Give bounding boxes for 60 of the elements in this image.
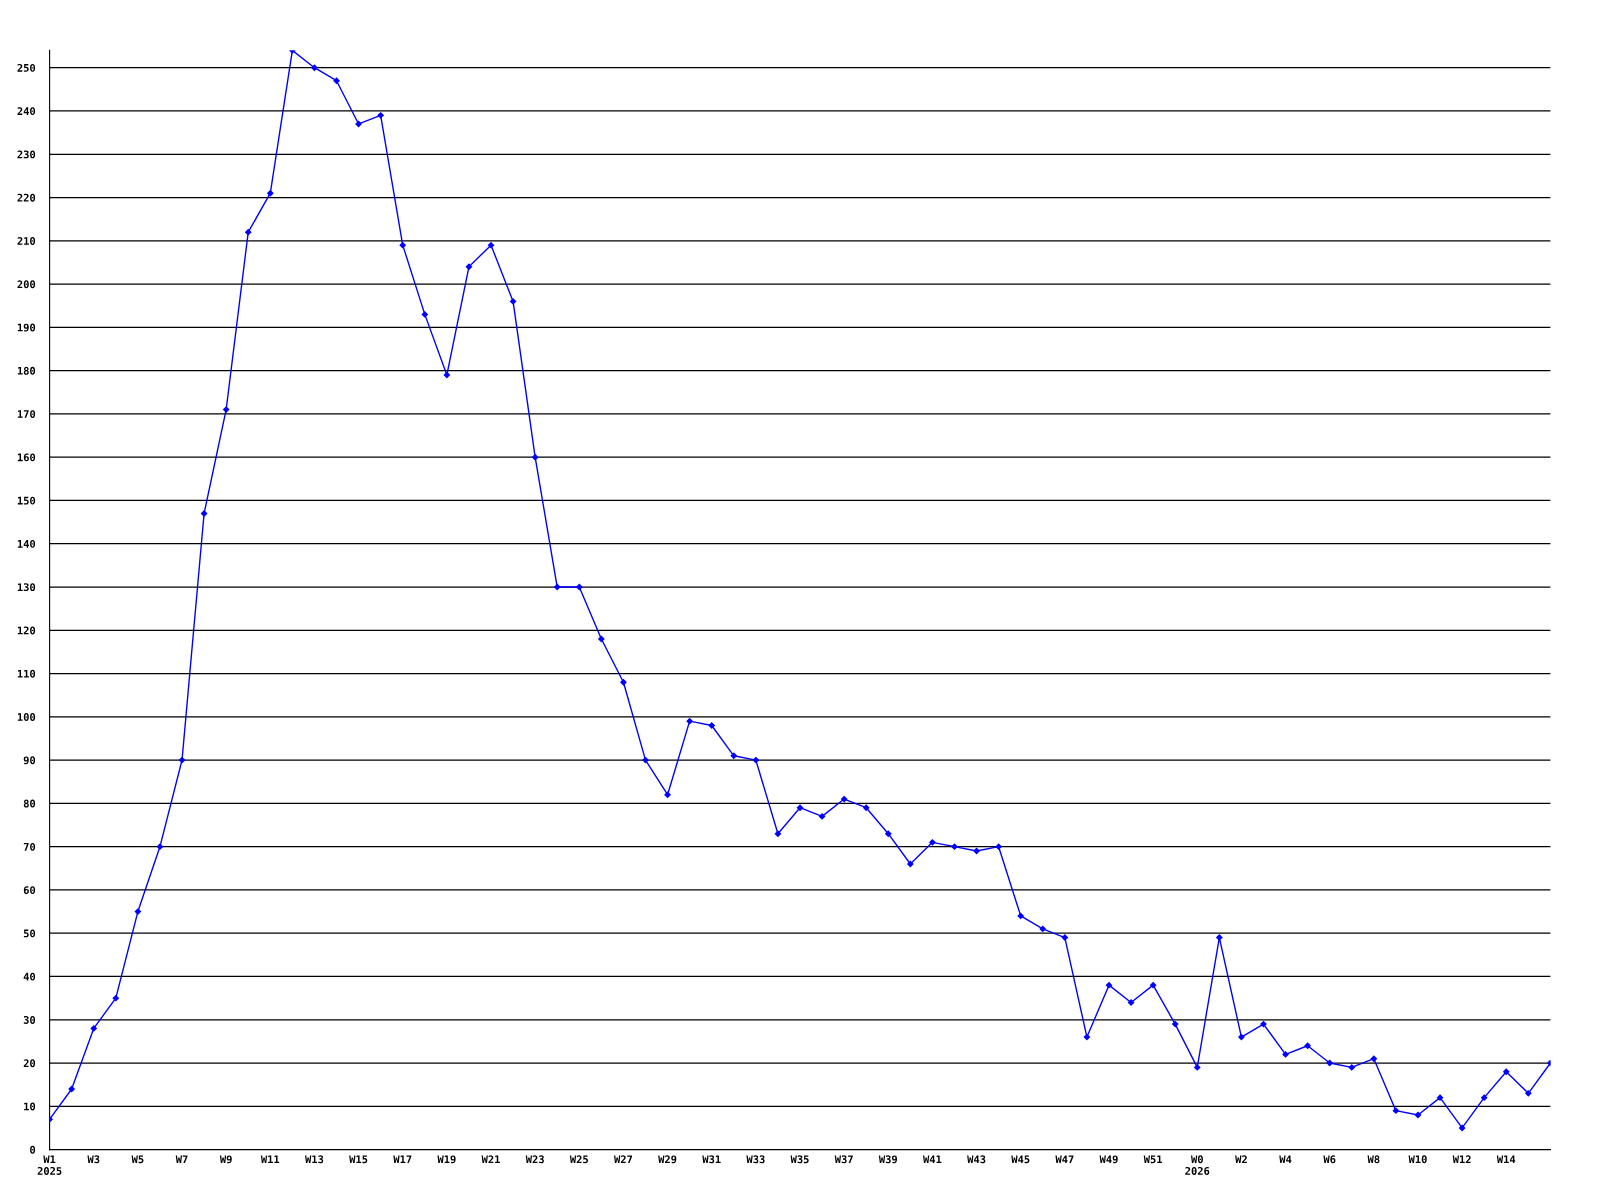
x-tick-label: W14 — [1496, 1155, 1516, 1164]
x-tick-label: W45 — [1011, 1155, 1030, 1164]
y-tick-label: 70 — [23, 842, 36, 851]
y-tick-label: 30 — [23, 1016, 36, 1024]
x-tick-label: W7 — [175, 1155, 188, 1164]
x-tick-label: W25 — [569, 1155, 588, 1164]
y-tick-label: 140 — [17, 539, 36, 548]
x-tick-label: W15 — [349, 1155, 368, 1164]
x-tick-label: W43 — [967, 1155, 986, 1164]
y-tick-label: 90 — [23, 756, 36, 765]
y-tick-label: 10 — [24, 1102, 36, 1111]
x-tick-label: W13 — [305, 1155, 324, 1164]
y-tick-label: 200 — [17, 280, 36, 289]
x-tick-label: W4 — [1279, 1155, 1292, 1164]
x-tick-label: W10 — [1408, 1155, 1427, 1164]
y-tick-label: 130 — [17, 583, 36, 592]
y-tick-label: 160 — [17, 453, 36, 462]
y-tick-label: 0 — [30, 1145, 36, 1154]
x-tick-label: W27 — [614, 1155, 633, 1164]
x-tick-label: W8 — [1367, 1155, 1380, 1164]
y-tick-label: 190 — [17, 323, 36, 332]
y-tick-label: 60 — [23, 886, 36, 895]
y-tick-label: 230 — [17, 150, 36, 159]
x-tick-label: W37 — [834, 1155, 853, 1164]
x-tick-label: W39 — [878, 1155, 898, 1164]
y-tick-label: 110 — [17, 669, 36, 678]
x-tick-label: W5 — [131, 1155, 144, 1164]
x-tick-label: W12 — [1452, 1155, 1471, 1164]
y-tick-label: 180 — [17, 366, 36, 375]
x-tick-label: W23 — [525, 1155, 544, 1164]
x-tick-label: W49 — [1099, 1155, 1118, 1164]
y-tick-label: 20 — [23, 1059, 36, 1068]
x-tick-label: W41 — [923, 1155, 942, 1164]
x-tick-label: W33 — [746, 1155, 765, 1164]
x-tick-label: W17 — [393, 1155, 412, 1164]
x-tick-label: W1 2025 — [37, 1155, 62, 1175]
x-tick-label: W3 — [87, 1155, 100, 1164]
x-tick-label: W19 — [437, 1155, 456, 1164]
y-tick-label: 120 — [17, 626, 36, 635]
y-tick-label: 100 — [17, 713, 36, 721]
x-tick-label: W47 — [1055, 1155, 1074, 1164]
y-tick-label: 150 — [17, 496, 36, 505]
y-tick-label: 40 — [23, 972, 36, 981]
x-tick-label: W9 — [219, 1155, 232, 1164]
x-tick-label: W11 — [260, 1155, 280, 1164]
x-tick-label: W2 — [1235, 1155, 1247, 1164]
y-tick-label: 220 — [17, 193, 36, 202]
x-tick-label: W21 — [481, 1155, 500, 1164]
x-tick-label: W0 2026 — [1185, 1155, 1210, 1175]
y-tick-label: 50 — [23, 929, 36, 938]
x-tick-label: W35 — [790, 1155, 809, 1164]
y-tick-label: 240 — [17, 107, 36, 116]
x-tick-label: W51 — [1143, 1155, 1163, 1164]
x-tick-label: W6 — [1323, 1155, 1336, 1164]
x-tick-label: W31 — [702, 1155, 721, 1164]
y-tick-label: 80 — [23, 799, 36, 808]
y-tick-label: 170 — [17, 410, 36, 419]
y-tick-label: 250 — [17, 63, 36, 72]
y-tick-label: 210 — [17, 237, 36, 245]
x-tick-label: W29 — [658, 1155, 677, 1164]
